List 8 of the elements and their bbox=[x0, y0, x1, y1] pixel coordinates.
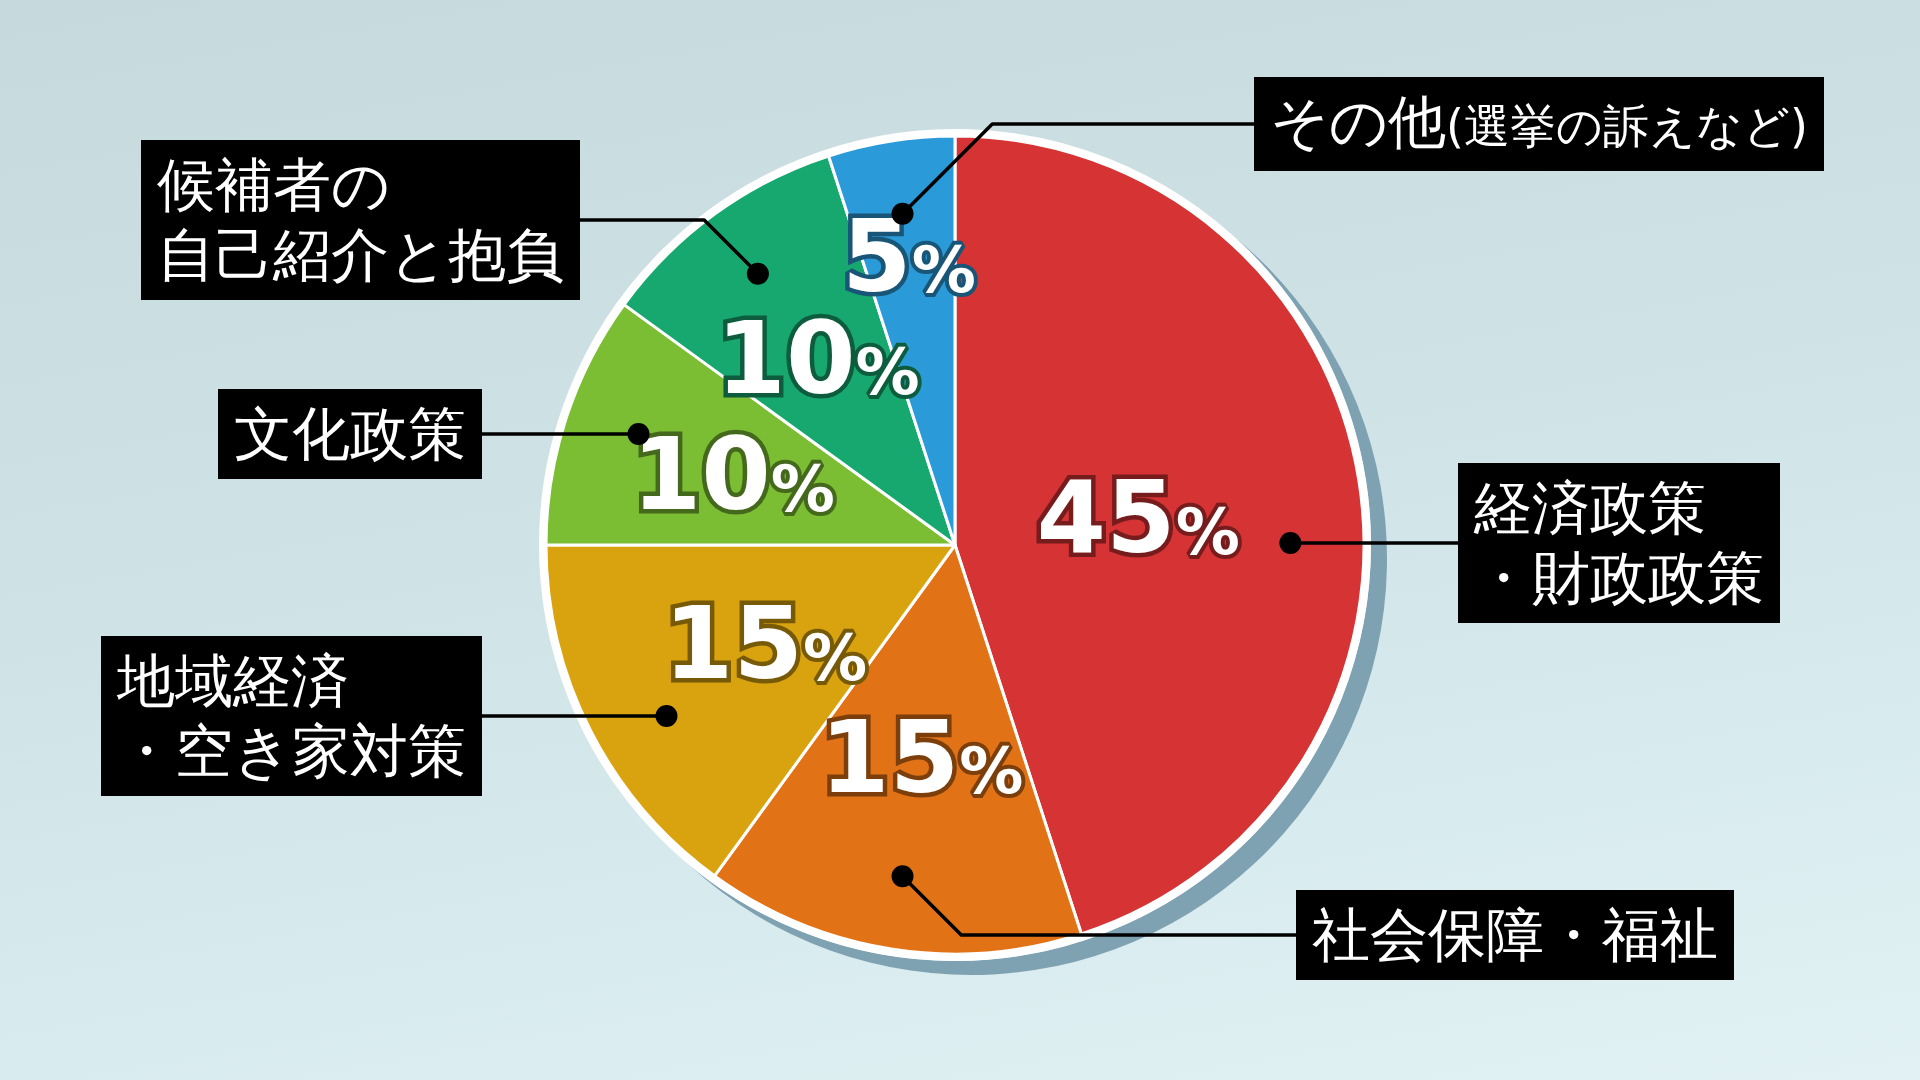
data-label: 10% bbox=[631, 416, 835, 534]
data-label: 45% bbox=[1036, 459, 1240, 577]
slice-label: その他(選挙の訴えなど) bbox=[1270, 88, 1808, 156]
slice-label: 社会保障・福祉 bbox=[1296, 890, 1734, 980]
slice-label: 経済政策・財政政策 bbox=[1474, 473, 1764, 613]
slice-label: 文化政策 bbox=[218, 389, 482, 479]
slice-label: 地域経済・空き家対策 bbox=[117, 646, 466, 786]
slice-label: 候補者の自己紹介と抱負 bbox=[157, 150, 564, 290]
